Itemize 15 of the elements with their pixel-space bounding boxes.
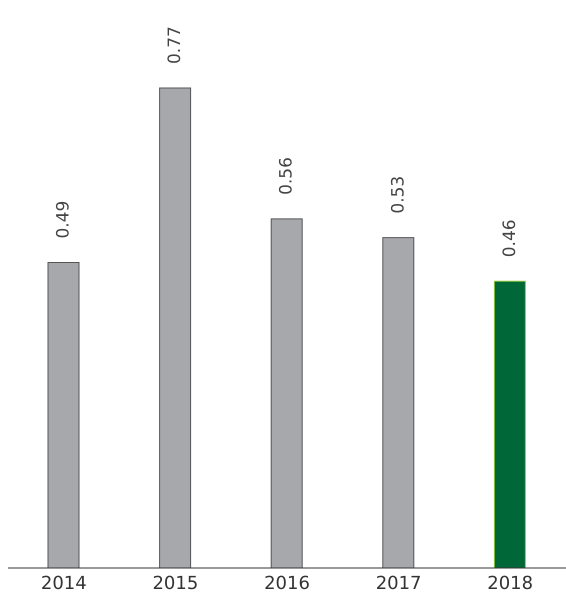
bar: [159, 88, 192, 568]
x-tick-label: 2014: [40, 572, 87, 594]
x-tick-label: 2017: [376, 572, 422, 594]
data-label: 0.49: [54, 200, 74, 239]
bar: [494, 280, 526, 568]
x-tick-label: 2018: [487, 572, 534, 594]
bar: [382, 237, 414, 568]
bar: [270, 218, 303, 568]
bar: [48, 262, 80, 568]
data-label: 0.53: [388, 176, 408, 214]
data-label: 0.56: [276, 157, 297, 195]
x-tick-label: 2015: [152, 572, 198, 594]
data-label: 0.46: [500, 219, 520, 258]
x-tick-label: 2016: [264, 572, 310, 594]
data-label: 0.77: [165, 26, 186, 64]
